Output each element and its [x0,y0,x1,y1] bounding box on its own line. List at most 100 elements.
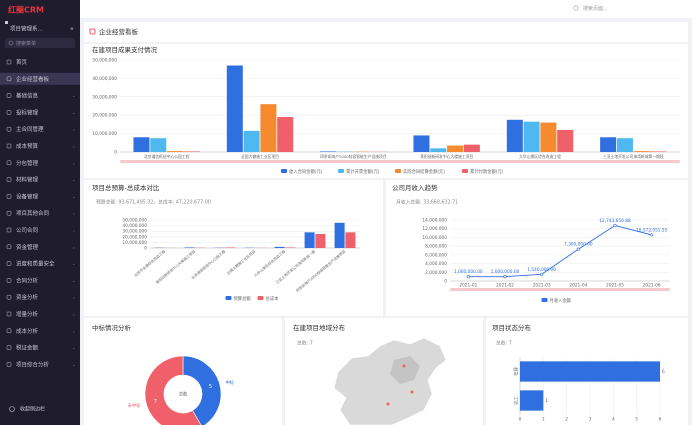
page-search[interactable]: 搜索页面... [583,5,608,12]
y-tick-label: 40,000,000 [92,76,117,82]
menu-search[interactable]: 搜索菜单 [16,40,36,47]
y-tick-label: 2,000,000 [425,270,447,276]
x-tick-label: 3 [589,417,592,423]
data-label: 1 [545,398,548,404]
menu-arrow: ⌄ [72,295,75,300]
menu-item[interactable]: 项目其他合同 [16,209,50,217]
menu-icon [6,311,12,317]
map-total: 总数: 7 [297,340,313,347]
bar [260,104,277,152]
x-tick-label: 2021-03 [533,283,551,289]
x-tick-label: 1 [542,417,545,423]
menu-item[interactable]: 合同分析 [16,276,39,284]
y-tick-label: 50,000,000 [92,58,117,64]
page-title: 企业经营看板 [99,27,139,36]
point [466,275,470,279]
point [613,223,617,228]
bar [616,138,633,152]
bar [463,144,480,152]
menu-item[interactable]: 企业经营看板 [16,75,50,83]
menu-item[interactable]: 成本分析 [16,327,39,335]
legend-label: 月收入金额 [550,297,572,304]
zoom-slider[interactable] [120,160,680,163]
bar [334,222,345,248]
menu-arrow: ⌄ [72,228,75,233]
map-dot [410,390,414,394]
menu-item[interactable]: 基础信息 [16,92,39,100]
bar [167,151,184,152]
bar [447,145,464,152]
y-tick-label: 4,000,000 [425,261,447,267]
menu-arrow: ⌄ [72,328,75,333]
y-tick-label: 30,000,000 [92,94,117,100]
menu-item[interactable]: 增量分析 [16,310,39,318]
map-region [390,356,420,384]
menu-icon [6,110,12,115]
menu-item[interactable]: 资金分析 [16,293,39,301]
x-tick-label: 6 [659,417,662,423]
menu-icon [6,261,12,266]
y-tick-label: 40,000,000 [122,223,147,229]
legend-label: 累计付款金额(元) [470,168,504,175]
menu-item[interactable]: 投标管理 [16,108,39,116]
chart-subtitle: 总数: 7 [496,340,512,347]
menu-arrow: ⌄ [72,345,75,350]
x-tick-label: 4 [612,417,615,423]
logo[interactable]: 红圈CRM [8,5,44,15]
project-switch[interactable]: 项目管理系... [10,25,43,33]
y-tick-label: 10,000,000 [422,235,447,241]
header-panel [84,22,688,42]
menu-arrow: ⌄ [72,177,75,182]
y-tick-label: 完工 [513,396,520,405]
pie-slice [144,355,202,425]
sidebar-bg [0,0,80,425]
data-label: 6 [662,369,665,375]
map-dot [402,364,406,368]
x-tick-label: 0 [519,417,522,423]
bar [226,65,243,152]
x-tick-label: 全国大棚施工业区项目 [241,154,279,159]
collapse-sidebar[interactable]: 收起侧边栏 [20,406,45,413]
x-tick-label: 三亚土地开发公司海湾新城第一期段 [603,154,664,159]
bar [274,246,285,248]
menu-arrow: ⌄ [72,261,75,266]
menu-icon [6,194,12,199]
bar [225,247,236,248]
collapse-arrow[interactable]: « [70,26,74,33]
sidebar: 红圈CRM 项目管理系... « 搜索菜单 收起侧边栏 首页企业经营看板基础信息… [0,0,80,425]
x-tick-label: 2021-01 [459,283,477,289]
zoom-slider[interactable] [450,288,670,291]
search-icon [573,5,579,11]
menu-item[interactable]: 首页 [16,58,28,66]
legend-swatch [395,169,401,173]
x-tick-label: 2021-02 [496,283,514,289]
y-tick-label: 30,000,000 [122,229,147,235]
chart-title: 在建项目成果支付情况 [92,45,158,54]
menu-item[interactable]: 进度和质量安全 [16,260,55,268]
menu-item[interactable]: 分包管理 [16,159,39,167]
bar [285,247,296,248]
menu-item[interactable]: 资金管理 [16,243,39,251]
y-tick-label: 20,000,000 [122,234,147,240]
x-tick-label: 2 [565,417,568,423]
menu-item[interactable]: 设备管理 [16,192,39,200]
bar [243,130,260,152]
point [650,233,654,237]
point [576,247,580,251]
bar [133,137,150,152]
menu-item[interactable]: 项目综合分析 [16,360,50,368]
menu-item[interactable]: 材料管理 [16,176,39,184]
menu-item[interactable]: 成本预算 [16,142,39,150]
legend-label: 预算总额 [234,295,252,302]
menu-search-box[interactable] [5,38,75,48]
menu-item[interactable]: 税证金额 [16,344,39,352]
menu-item[interactable]: 公司合同 [16,226,39,234]
bar [540,122,557,152]
menu-item[interactable]: 主合同管理 [16,125,44,133]
slice-name: 未中标 [128,402,142,409]
bar [183,151,200,152]
x-tick-label: 2021-05 [606,283,624,289]
menu-icon [6,345,12,350]
bar [557,129,574,152]
